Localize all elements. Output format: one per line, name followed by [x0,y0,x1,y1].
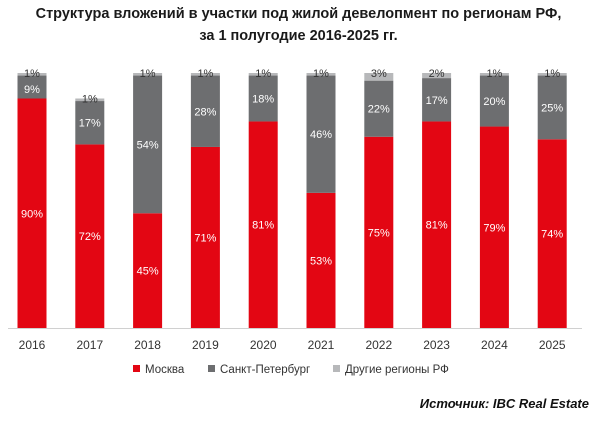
legend-swatch-2 [333,365,340,372]
x-tick-label-2021: 2021 [308,338,335,352]
data-label-2022-series-0: 75% [368,227,390,239]
data-label-2023-series-2: 2% [429,68,445,80]
chart-title-line-2: за 1 полугодие 2016-2025 гг. [199,28,398,44]
bar-segment-2017-series-0 [75,144,105,328]
data-label-2024-series-1: 20% [483,96,505,108]
bar-segment-2021-series-2 [306,73,336,76]
data-label-2018-series-0: 45% [137,266,159,278]
bar-segment-2017-series-2 [75,98,105,102]
bar-segment-2021-series-1 [306,75,336,193]
bar-segment-2020-series-2 [248,73,278,76]
source-note: Источник: IBC Real Estate [419,396,589,411]
x-tick-label-2022: 2022 [365,338,392,352]
bar-segment-2018-series-2 [133,73,163,76]
bar-segment-2022-series-2 [364,73,394,81]
x-tick-label-2018: 2018 [134,338,161,352]
bar-segment-2019-series-0 [190,146,220,328]
data-label-2020-series-2: 1% [255,68,271,80]
data-label-2023-series-1: 17% [426,95,448,107]
data-label-2020-series-1: 18% [252,94,274,106]
data-label-2018-series-1: 54% [137,139,159,151]
bar-segment-2022-series-0 [364,136,394,328]
x-tick-label-2019: 2019 [192,338,219,352]
data-label-2023-series-0: 81% [426,220,448,232]
x-tick-label-2024: 2024 [481,338,508,352]
data-label-2022-series-1: 22% [368,104,390,116]
legend-swatch-1 [208,365,215,372]
x-tick-label-2020: 2020 [250,338,277,352]
data-label-2025-series-2: 1% [544,68,560,80]
bar-segment-2025-series-1 [537,75,567,140]
bar-segment-2022-series-1 [364,80,394,137]
bar-segment-2025-series-2 [537,73,567,76]
bar-segment-2024-series-1 [479,75,509,127]
bar-segment-2016-series-0 [17,98,47,328]
data-label-2018-series-2: 1% [140,68,156,80]
bar-segment-2024-series-0 [479,126,509,328]
bar-segment-2016-series-1 [17,75,47,99]
data-label-2021-series-0: 53% [310,255,332,267]
legend-label-2: Другие регионы РФ [345,364,449,376]
data-label-2017-series-2: 1% [82,94,98,106]
bar-segment-2025-series-0 [537,139,567,328]
chart-title: Структура вложений в участки под жилой д… [0,3,597,47]
data-label-2024-series-2: 1% [486,68,502,80]
data-label-2017-series-1: 17% [79,118,101,130]
data-label-2021-series-1: 46% [310,129,332,141]
bar-segment-2021-series-0 [306,192,336,328]
bar-segment-2018-series-1 [133,75,163,214]
bar-segment-2020-series-0 [248,121,278,328]
legend-label-0: Москва [145,364,185,376]
data-label-2019-series-0: 71% [194,232,216,244]
bar-segment-2018-series-0 [133,213,163,328]
bar-segment-2019-series-1 [190,75,220,147]
bar-segment-2023-series-2 [422,73,452,79]
data-label-2020-series-0: 81% [252,220,274,232]
data-label-2024-series-0: 79% [483,222,505,234]
data-label-2025-series-1: 25% [541,102,563,114]
bar-segment-2023-series-1 [422,78,452,122]
x-tick-label-2023: 2023 [423,338,450,352]
bar-segment-2024-series-2 [479,73,509,76]
data-label-2017-series-0: 72% [79,231,101,243]
data-label-2022-series-2: 3% [371,68,387,80]
data-label-2016-series-1: 9% [24,84,40,96]
chart-title-line-1: Структура вложений в участки под жилой д… [35,6,562,22]
bar-segment-2017-series-1 [75,101,105,145]
data-label-2019-series-2: 1% [197,68,213,80]
data-label-2025-series-0: 74% [541,229,563,241]
bar-segment-2019-series-2 [190,73,220,76]
data-label-2019-series-1: 28% [194,106,216,118]
legend-swatch-0 [133,365,140,372]
data-label-2016-series-2: 1% [24,68,40,80]
bar-segment-2016-series-2 [17,73,47,76]
legend-label-1: Санкт-Петербург [220,364,310,376]
x-tick-label-2025: 2025 [539,338,566,352]
data-label-2021-series-2: 1% [313,68,329,80]
x-tick-label-2016: 2016 [19,338,46,352]
x-tick-label-2017: 2017 [76,338,103,352]
bar-segment-2023-series-0 [422,121,452,328]
data-label-2016-series-0: 90% [21,208,43,220]
bar-segment-2020-series-1 [248,75,278,122]
